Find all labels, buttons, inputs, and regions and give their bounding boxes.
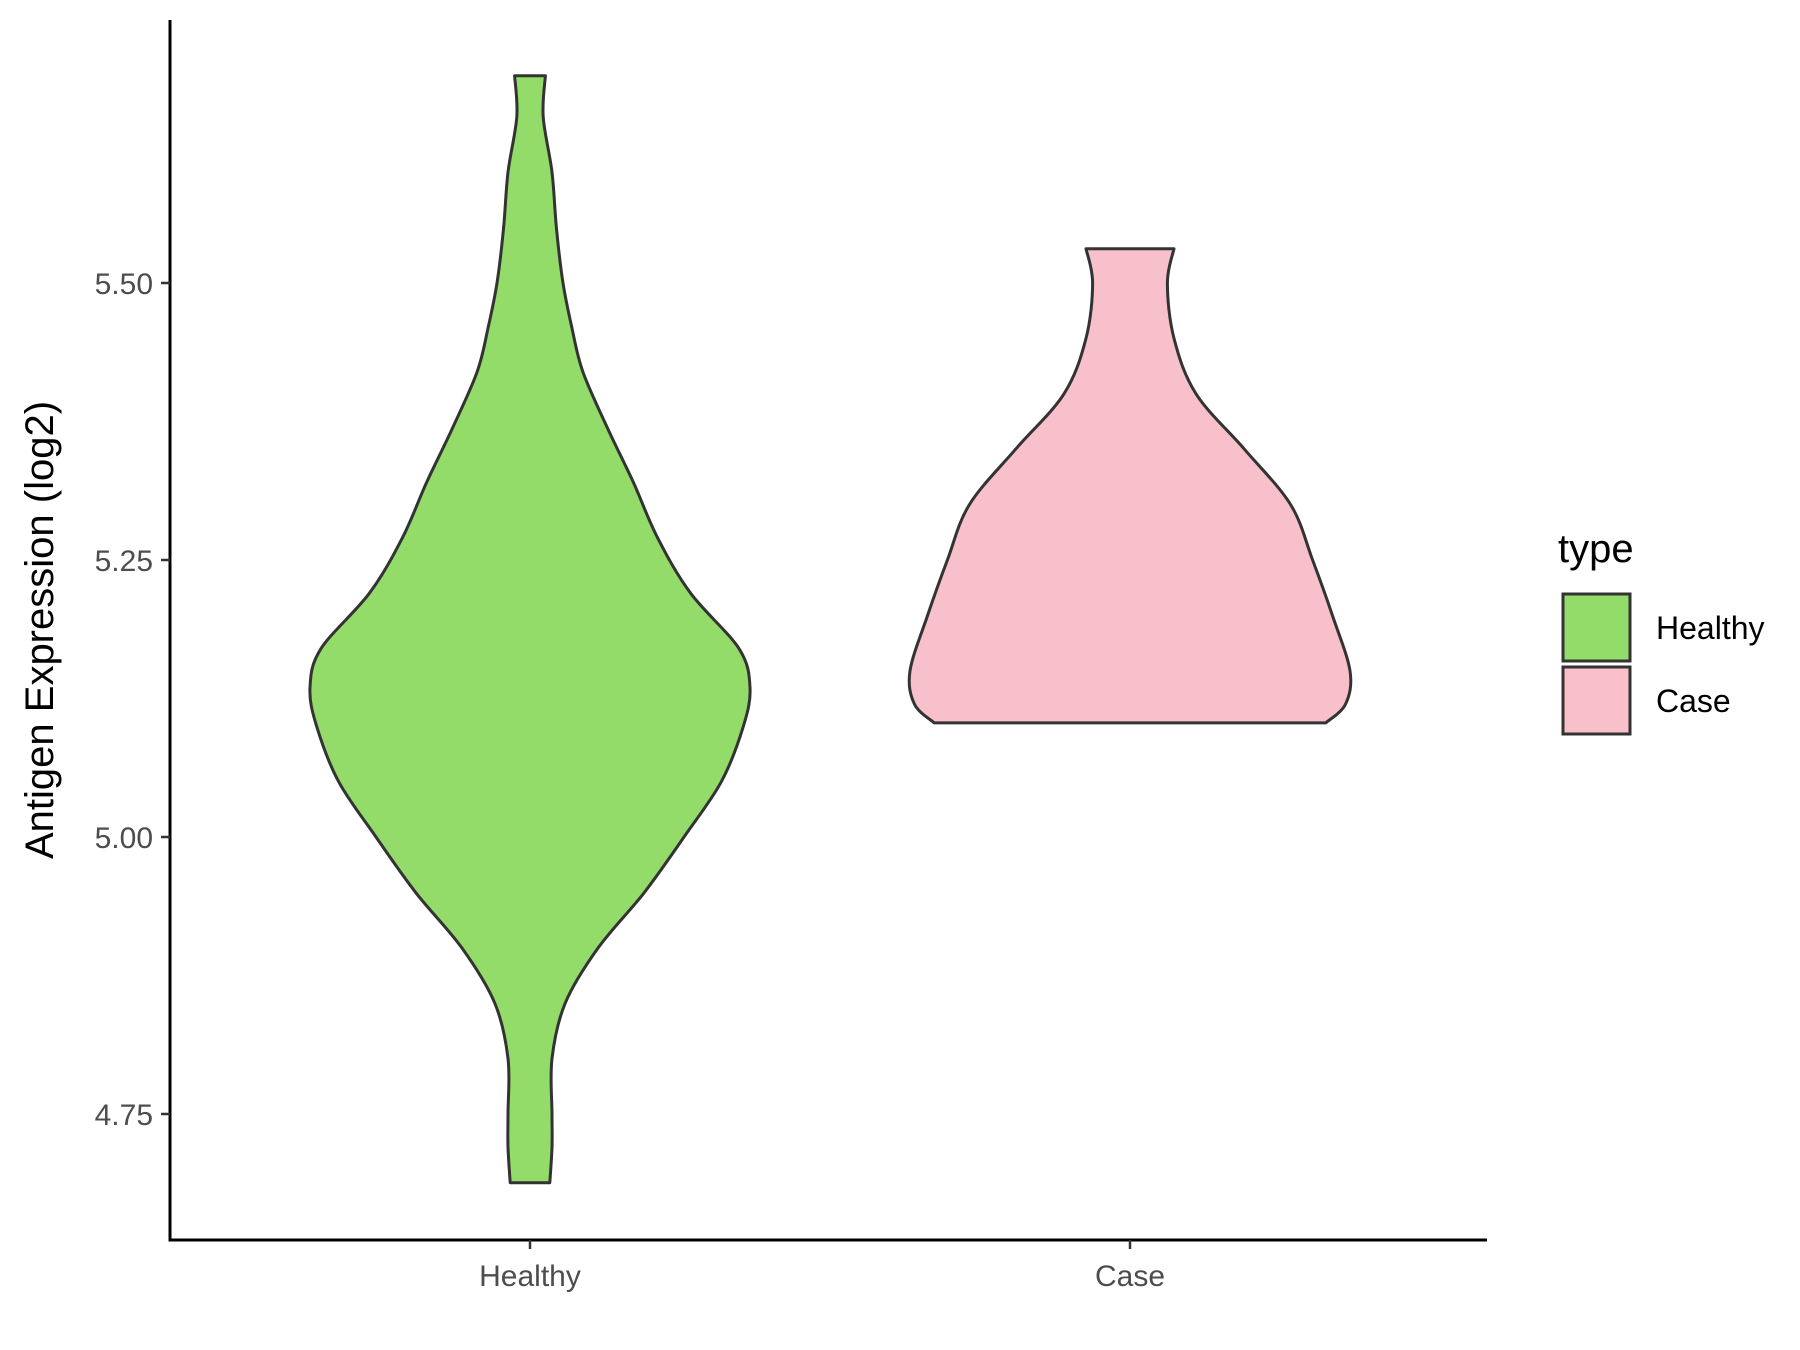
- y-tick-label: 5.50: [95, 268, 153, 301]
- violin-healthy: [308, 74, 752, 1185]
- legend-title: type: [1558, 527, 1634, 571]
- legend: type Healthy Case: [1558, 527, 1765, 736]
- legend-label-healthy: Healthy: [1656, 610, 1765, 646]
- legend-key-case: [1561, 665, 1632, 736]
- y-tick-label: 5.00: [95, 822, 153, 855]
- x-tick-label: Case: [1095, 1260, 1165, 1293]
- legend-key-healthy: [1561, 592, 1632, 663]
- axes: 4.75 5.00 5.25 5.50 Healthy Case: [95, 20, 1487, 1293]
- y-axis-title: Antigen Expression (log2): [18, 401, 62, 859]
- legend-label-case: Case: [1656, 683, 1731, 719]
- plot-area: [308, 74, 1353, 1185]
- violin-case: [907, 247, 1353, 725]
- y-tick-label: 5.25: [95, 545, 153, 578]
- x-tick-label: Healthy: [479, 1260, 581, 1293]
- y-tick-label: 4.75: [95, 1099, 153, 1132]
